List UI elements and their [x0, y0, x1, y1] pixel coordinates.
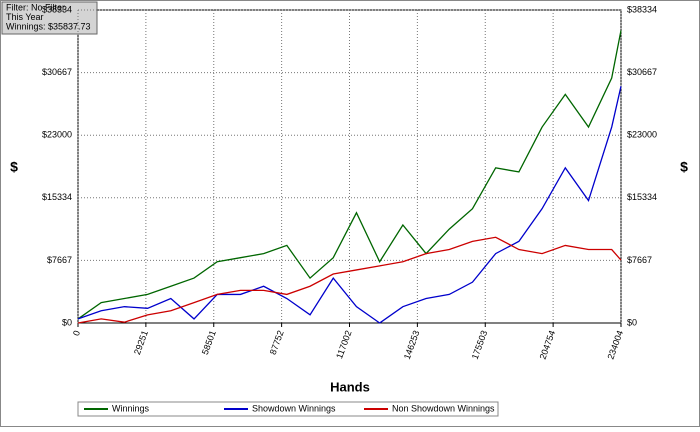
y2-tick-label: $7667 [627, 255, 652, 265]
y-tick-label: $23000 [42, 130, 72, 140]
info-text: This Year [6, 12, 44, 22]
series-line [77, 86, 622, 324]
info-box [1, 1, 98, 35]
y-tick-label: $38334 [42, 4, 72, 14]
y-tick-label: $15334 [42, 192, 72, 202]
y2-tick-label: $0 [627, 317, 637, 327]
legend-label: Showdown Winnings [252, 403, 336, 413]
series-line [77, 30, 622, 320]
series-line [77, 236, 622, 324]
y-tick-label: $0 [62, 317, 72, 327]
y2-tick-label: $38334 [627, 4, 657, 14]
y-tick-label: $7667 [47, 255, 72, 265]
legend-label: Non Showdown Winnings [392, 403, 495, 413]
x-axis-label: Hands [330, 379, 370, 394]
info-text: Filter: No Filter [6, 2, 65, 12]
x-tick-label: 0 [71, 329, 82, 337]
y2-tick-label: $15334 [627, 192, 657, 202]
y2-axis-label: $ [680, 159, 688, 175]
y2-tick-label: $23000 [627, 130, 657, 140]
info-text: Winnings: $35837.73 [6, 21, 91, 31]
legend [77, 401, 499, 417]
legend-label: Winnings [112, 403, 150, 413]
y-axis-label: $ [10, 159, 18, 175]
y2-tick-label: $30667 [627, 67, 657, 77]
y-tick-label: $30667 [42, 67, 72, 77]
